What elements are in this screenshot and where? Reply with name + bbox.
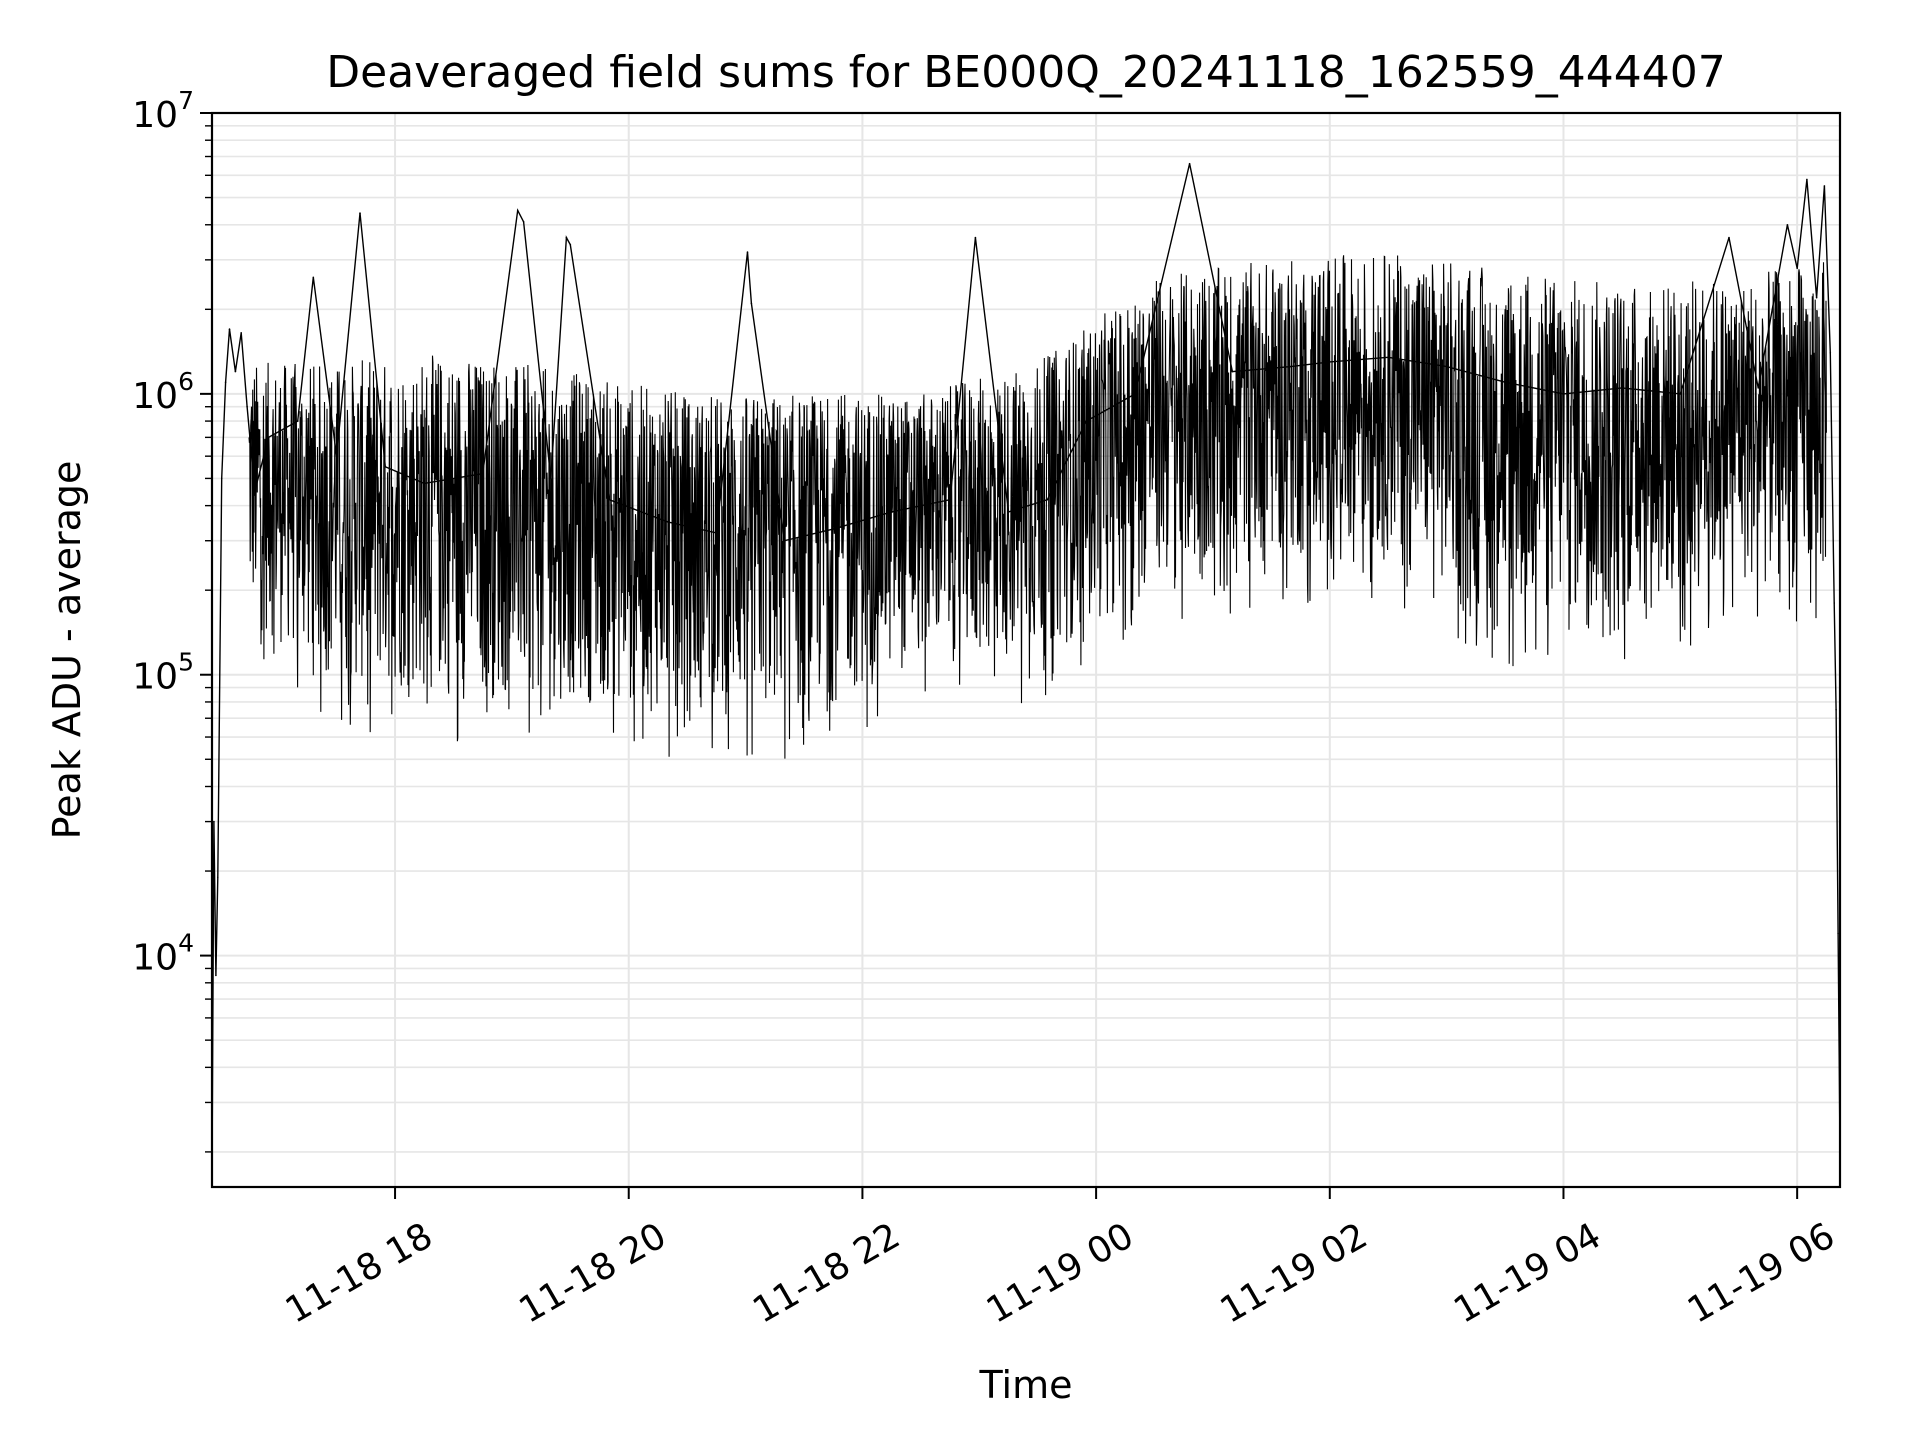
series-point (949, 498, 951, 501)
x-tick-label: 11-19 02 (1214, 1215, 1375, 1331)
series-point (312, 276, 315, 279)
series-point (750, 302, 753, 305)
series-point (522, 221, 525, 223)
series-point (608, 498, 611, 501)
x-axis-label: Time (979, 1363, 1073, 1407)
x-tick-label: 11-19 00 (980, 1215, 1141, 1331)
series-point (715, 532, 718, 534)
series-point (224, 381, 227, 384)
series-point (1728, 236, 1730, 239)
y-axis-label: Peak ADU - average (45, 461, 89, 840)
series-point (746, 251, 749, 253)
series-point (1329, 361, 1331, 363)
series-point (220, 477, 223, 480)
series-point (246, 405, 248, 408)
series-point (423, 482, 426, 485)
series-point (516, 209, 519, 212)
series-point (832, 528, 834, 530)
y-tick-label: 104 (132, 929, 194, 979)
y-tick-label: 107 (132, 86, 194, 136)
series-point (1757, 387, 1759, 389)
series-point (1562, 393, 1565, 395)
series-point (1833, 602, 1835, 604)
series-point (481, 472, 484, 475)
series-point (974, 236, 977, 239)
series-point (1823, 185, 1826, 187)
y-axis: 104 105 106 107 (132, 86, 212, 1153)
series-point (1188, 162, 1191, 165)
plot-area (212, 162, 1840, 1180)
series-point (1007, 511, 1010, 513)
chart-title: Deaveraged field sums for BE000Q_2024111… (326, 47, 1725, 98)
series-point (254, 490, 256, 493)
series-point (1806, 178, 1808, 181)
series-point (234, 370, 237, 373)
x-axis: 11-18 18 11-18 20 11-18 22 11-19 00 11-19 02… (279, 1187, 1842, 1332)
series-point (550, 477, 552, 480)
series-point (1387, 356, 1389, 359)
series-point (1835, 709, 1837, 711)
series-point (1815, 296, 1818, 299)
series-point (215, 974, 217, 977)
y-tick-label: 106 (132, 367, 194, 417)
series-line (212, 163, 1840, 1180)
series-dense-band (248, 255, 1827, 759)
series-point (1786, 224, 1789, 226)
series-point (1085, 420, 1088, 422)
series-point (384, 466, 387, 468)
series-layer (212, 162, 1840, 1180)
x-tick-label: 11-18 20 (513, 1215, 674, 1331)
series-point (359, 212, 361, 214)
series-point (267, 436, 270, 439)
series-point (1046, 498, 1049, 501)
series-point (296, 420, 299, 422)
series-point (565, 236, 568, 239)
series-point (213, 820, 215, 823)
series-point (569, 243, 572, 246)
x-tick-label: 11-18 18 (279, 1215, 440, 1331)
series-point (228, 328, 231, 330)
x-tick-label: 11-19 06 (1681, 1215, 1842, 1331)
series-point (1837, 932, 1839, 935)
series-point (1134, 393, 1136, 395)
series-point (1796, 267, 1798, 270)
major-grid (212, 112, 1840, 1187)
y-tick-label: 105 (132, 648, 194, 698)
series-point (666, 521, 669, 523)
series-point (1829, 352, 1832, 354)
series-point (783, 539, 786, 542)
series-point (1621, 387, 1623, 389)
plot-frame (210, 111, 1842, 1189)
x-tick-label: 11-19 04 (1447, 1215, 1608, 1331)
x-tick-label: 11-18 22 (746, 1215, 907, 1331)
series-point (240, 332, 242, 334)
series-point (217, 876, 219, 879)
series-point (1679, 393, 1682, 395)
series-point (890, 511, 893, 513)
series-point (335, 455, 338, 458)
series-point (1290, 365, 1292, 368)
series-point (1504, 381, 1506, 384)
series-point (1445, 365, 1448, 368)
series-point (1231, 370, 1234, 373)
